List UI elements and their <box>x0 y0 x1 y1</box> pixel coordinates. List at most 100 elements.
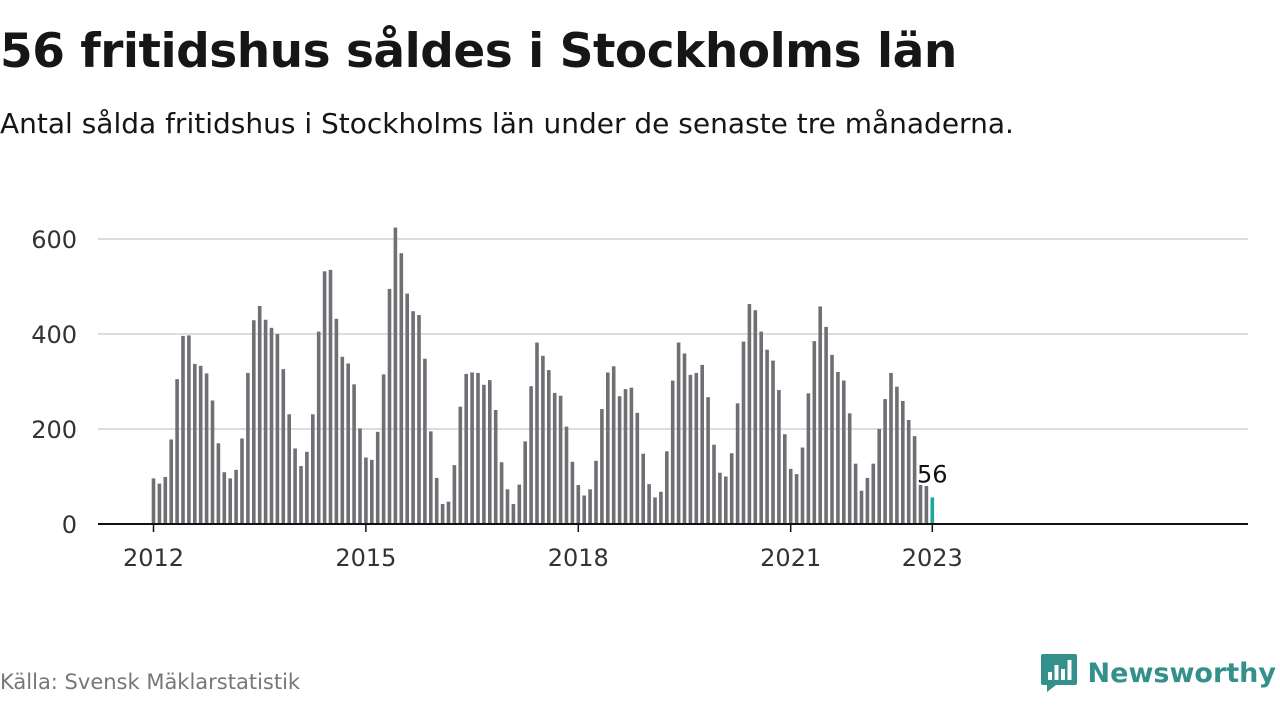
bar <box>558 395 563 524</box>
bar <box>842 380 846 524</box>
bar <box>476 372 480 524</box>
bar <box>765 349 769 524</box>
bar <box>647 484 651 524</box>
bar <box>912 436 917 524</box>
x-tick-label: 2023 <box>902 544 963 572</box>
bar <box>552 392 557 524</box>
bar <box>582 495 586 524</box>
x-tick-label: 2021 <box>760 544 821 572</box>
chart-title: 56 fritidshus såldes i Stockholms län <box>0 24 957 79</box>
bar <box>198 365 203 524</box>
bar <box>423 358 427 524</box>
bar <box>222 472 227 524</box>
bars <box>151 227 935 524</box>
bar <box>405 293 409 524</box>
bar <box>788 468 793 524</box>
bar <box>547 370 551 524</box>
bar <box>806 393 811 524</box>
bar <box>151 478 156 524</box>
bar <box>688 374 693 524</box>
bar <box>564 426 569 524</box>
bar <box>287 414 291 524</box>
bar <box>370 459 374 524</box>
bar <box>429 431 433 524</box>
bar <box>393 227 398 524</box>
bar <box>499 462 504 524</box>
bar <box>210 400 215 524</box>
bar <box>889 372 893 524</box>
bar <box>665 451 669 524</box>
bar <box>482 384 486 524</box>
source-note: Källa: Svensk Mäklarstatistik <box>0 670 301 694</box>
bar <box>181 335 185 524</box>
bar <box>753 310 758 524</box>
bar <box>718 472 722 524</box>
bar <box>175 379 179 524</box>
bar <box>576 485 581 524</box>
bar <box>906 419 911 524</box>
bar <box>694 372 699 524</box>
y-tick-label: 600 <box>31 226 77 254</box>
newsworthy-logo[interactable]: Newsworthy <box>1040 652 1276 694</box>
y-tick-label: 200 <box>31 416 77 444</box>
bar <box>157 483 162 524</box>
bar <box>682 353 687 524</box>
bar <box>187 335 191 524</box>
bar <box>346 363 350 524</box>
bar <box>588 489 592 524</box>
y-axis-ticks: 0 200 400 600 <box>31 226 77 539</box>
bar <box>216 443 221 524</box>
highlight-data-label: 56 <box>917 460 948 488</box>
bar <box>470 372 474 524</box>
bar <box>924 486 929 524</box>
bar <box>352 384 356 524</box>
bar <box>676 342 681 524</box>
bar <box>777 390 781 524</box>
bar <box>623 389 628 524</box>
bar <box>529 386 533 524</box>
bar <box>234 469 238 524</box>
bar <box>340 356 345 524</box>
bar <box>859 490 864 524</box>
bar <box>883 399 887 524</box>
x-axis-ticks: 2012 2015 2018 2021 2023 <box>123 524 963 572</box>
bar <box>771 360 775 524</box>
bar <box>411 311 415 524</box>
bar <box>505 489 510 524</box>
bar <box>877 429 881 524</box>
bar <box>606 372 610 524</box>
highlighted-bar <box>930 497 935 524</box>
x-tick-label: 2018 <box>548 544 609 572</box>
bar <box>275 334 280 524</box>
bar <box>240 438 244 524</box>
x-tick-label: 2012 <box>123 544 184 572</box>
bar <box>611 366 616 524</box>
bar <box>511 504 516 524</box>
bar <box>257 305 262 524</box>
bar <box>629 387 634 524</box>
x-tick-label: 2015 <box>335 544 396 572</box>
bar <box>517 484 522 524</box>
bar <box>871 463 876 524</box>
bar <box>729 453 734 524</box>
bar <box>305 451 309 524</box>
bar <box>600 409 604 524</box>
bar <box>794 474 799 524</box>
bar <box>228 478 232 524</box>
bar <box>322 271 327 524</box>
bar <box>299 466 303 524</box>
bar <box>316 331 321 524</box>
y-tick-label: 400 <box>31 321 77 349</box>
bar <box>493 410 498 524</box>
bar <box>464 373 468 524</box>
bar <box>759 331 763 524</box>
bar <box>724 476 728 524</box>
bar <box>853 463 858 524</box>
bar <box>670 380 675 524</box>
bar <box>541 355 545 524</box>
bar <box>617 396 622 524</box>
data-labels: 56 <box>915 458 950 490</box>
bar <box>434 477 439 524</box>
bar <box>836 372 840 524</box>
bar <box>163 476 168 524</box>
